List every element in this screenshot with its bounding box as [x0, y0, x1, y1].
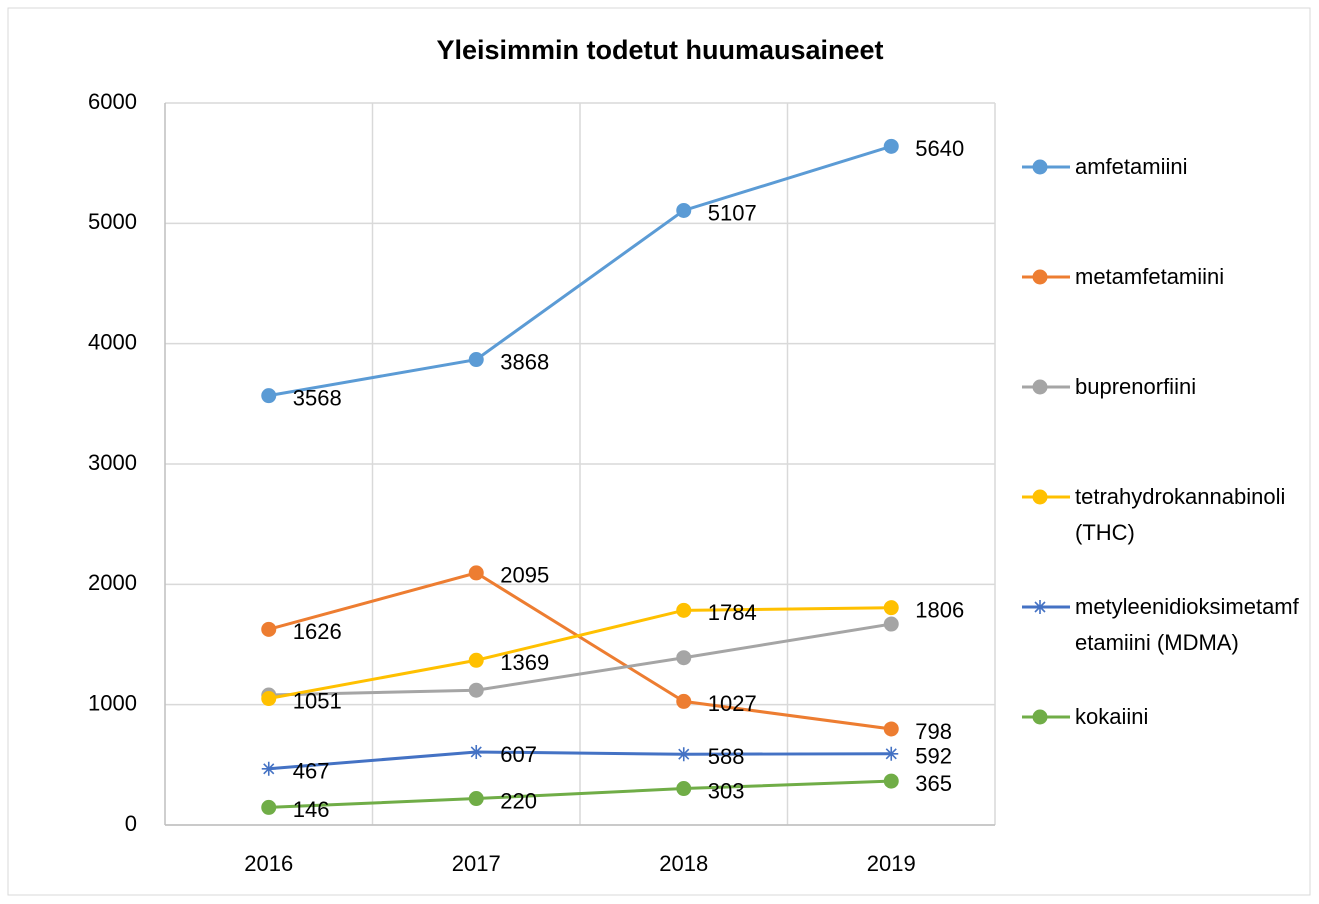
data-label: 467: [293, 759, 330, 784]
marker: [676, 602, 692, 618]
data-label: 1369: [500, 650, 549, 675]
data-label: 365: [915, 771, 952, 796]
data-label: 1027: [708, 691, 757, 716]
marker: [676, 781, 692, 797]
marker: [261, 761, 276, 776]
data-label: 592: [915, 744, 952, 769]
data-label: 5107: [708, 200, 757, 225]
data-label: 1626: [293, 619, 342, 644]
marker: [261, 799, 277, 815]
marker: [1032, 709, 1048, 725]
data-label: 3568: [293, 385, 342, 410]
legend: amfetamiini metamfetamiini buprenorfiini te…: [1020, 0, 1310, 904]
y-tick-label: 0: [125, 811, 137, 836]
x-tick-label: 2018: [659, 851, 708, 876]
marker: [468, 682, 484, 698]
legend-label: buprenorfiini: [1075, 374, 1197, 399]
x-tick-label: 2016: [244, 851, 293, 876]
legend-swatch: [1022, 159, 1070, 175]
x-tick-label: 2019: [867, 851, 916, 876]
data-label: 303: [708, 778, 745, 803]
data-label: 5640: [915, 136, 964, 161]
x-tick-label: 2017: [452, 851, 501, 876]
chart-title: Yleisimmin todetut huumausaineet: [436, 35, 883, 65]
marker: [883, 600, 899, 616]
legend-swatch: [1022, 600, 1070, 614]
legend-label: tetrahydrokannabinoli (THC): [1075, 484, 1286, 545]
marker: [468, 652, 484, 668]
marker: [676, 747, 691, 762]
marker: [1032, 269, 1048, 285]
series-line: [268, 144, 892, 398]
marker: [468, 791, 484, 807]
series-line: [268, 606, 892, 701]
marker: [1032, 489, 1048, 505]
data-label: 220: [500, 788, 537, 813]
series-line: [268, 571, 892, 731]
marker: [676, 693, 692, 709]
data-label: 1806: [915, 597, 964, 622]
y-tick-label: 2000: [88, 570, 137, 595]
marker: [883, 721, 899, 737]
y-tick-label: 5000: [88, 209, 137, 234]
marker: [261, 388, 277, 404]
legend-label: metamfetamiini: [1075, 264, 1225, 289]
marker: [884, 746, 899, 761]
marker: [883, 773, 899, 789]
series-line: [268, 750, 892, 771]
data-label: 2095: [500, 563, 549, 588]
marker: [1032, 379, 1048, 395]
series-line: [268, 779, 892, 809]
y-tick-label: 6000: [88, 89, 137, 114]
y-tick-label: 1000: [88, 690, 137, 715]
marker: [883, 616, 899, 632]
chart-border: [7, 7, 1311, 896]
data-label: 146: [293, 797, 330, 822]
legend-swatch: [1022, 709, 1070, 725]
series-line: [268, 622, 892, 697]
y-tick-label: 4000: [88, 329, 137, 354]
data-label: 607: [500, 742, 537, 767]
marker: [261, 691, 277, 707]
marker: [676, 202, 692, 218]
data-label: 3868: [500, 349, 549, 374]
marker: [676, 650, 692, 666]
legend-label: kokaiini: [1075, 704, 1149, 729]
marker: [883, 138, 899, 154]
data-label: 1784: [708, 600, 757, 625]
marker: [469, 744, 484, 759]
marker: [261, 621, 277, 637]
data-label: 1051: [293, 688, 342, 713]
data-label: 588: [708, 744, 745, 769]
legend-swatch: [1022, 379, 1070, 395]
marker: [1032, 159, 1048, 175]
legend-swatch: [1022, 489, 1070, 505]
legend-label: metyleenidioksimetamfetamiini (MDMA): [1075, 594, 1299, 655]
legend-swatch: [1022, 269, 1070, 285]
legend-label: amfetamiini: [1075, 154, 1188, 179]
marker: [468, 352, 484, 368]
marker: [1033, 600, 1047, 614]
data-label: 798: [915, 719, 952, 744]
marker: [468, 565, 484, 581]
y-tick-label: 3000: [88, 450, 137, 475]
